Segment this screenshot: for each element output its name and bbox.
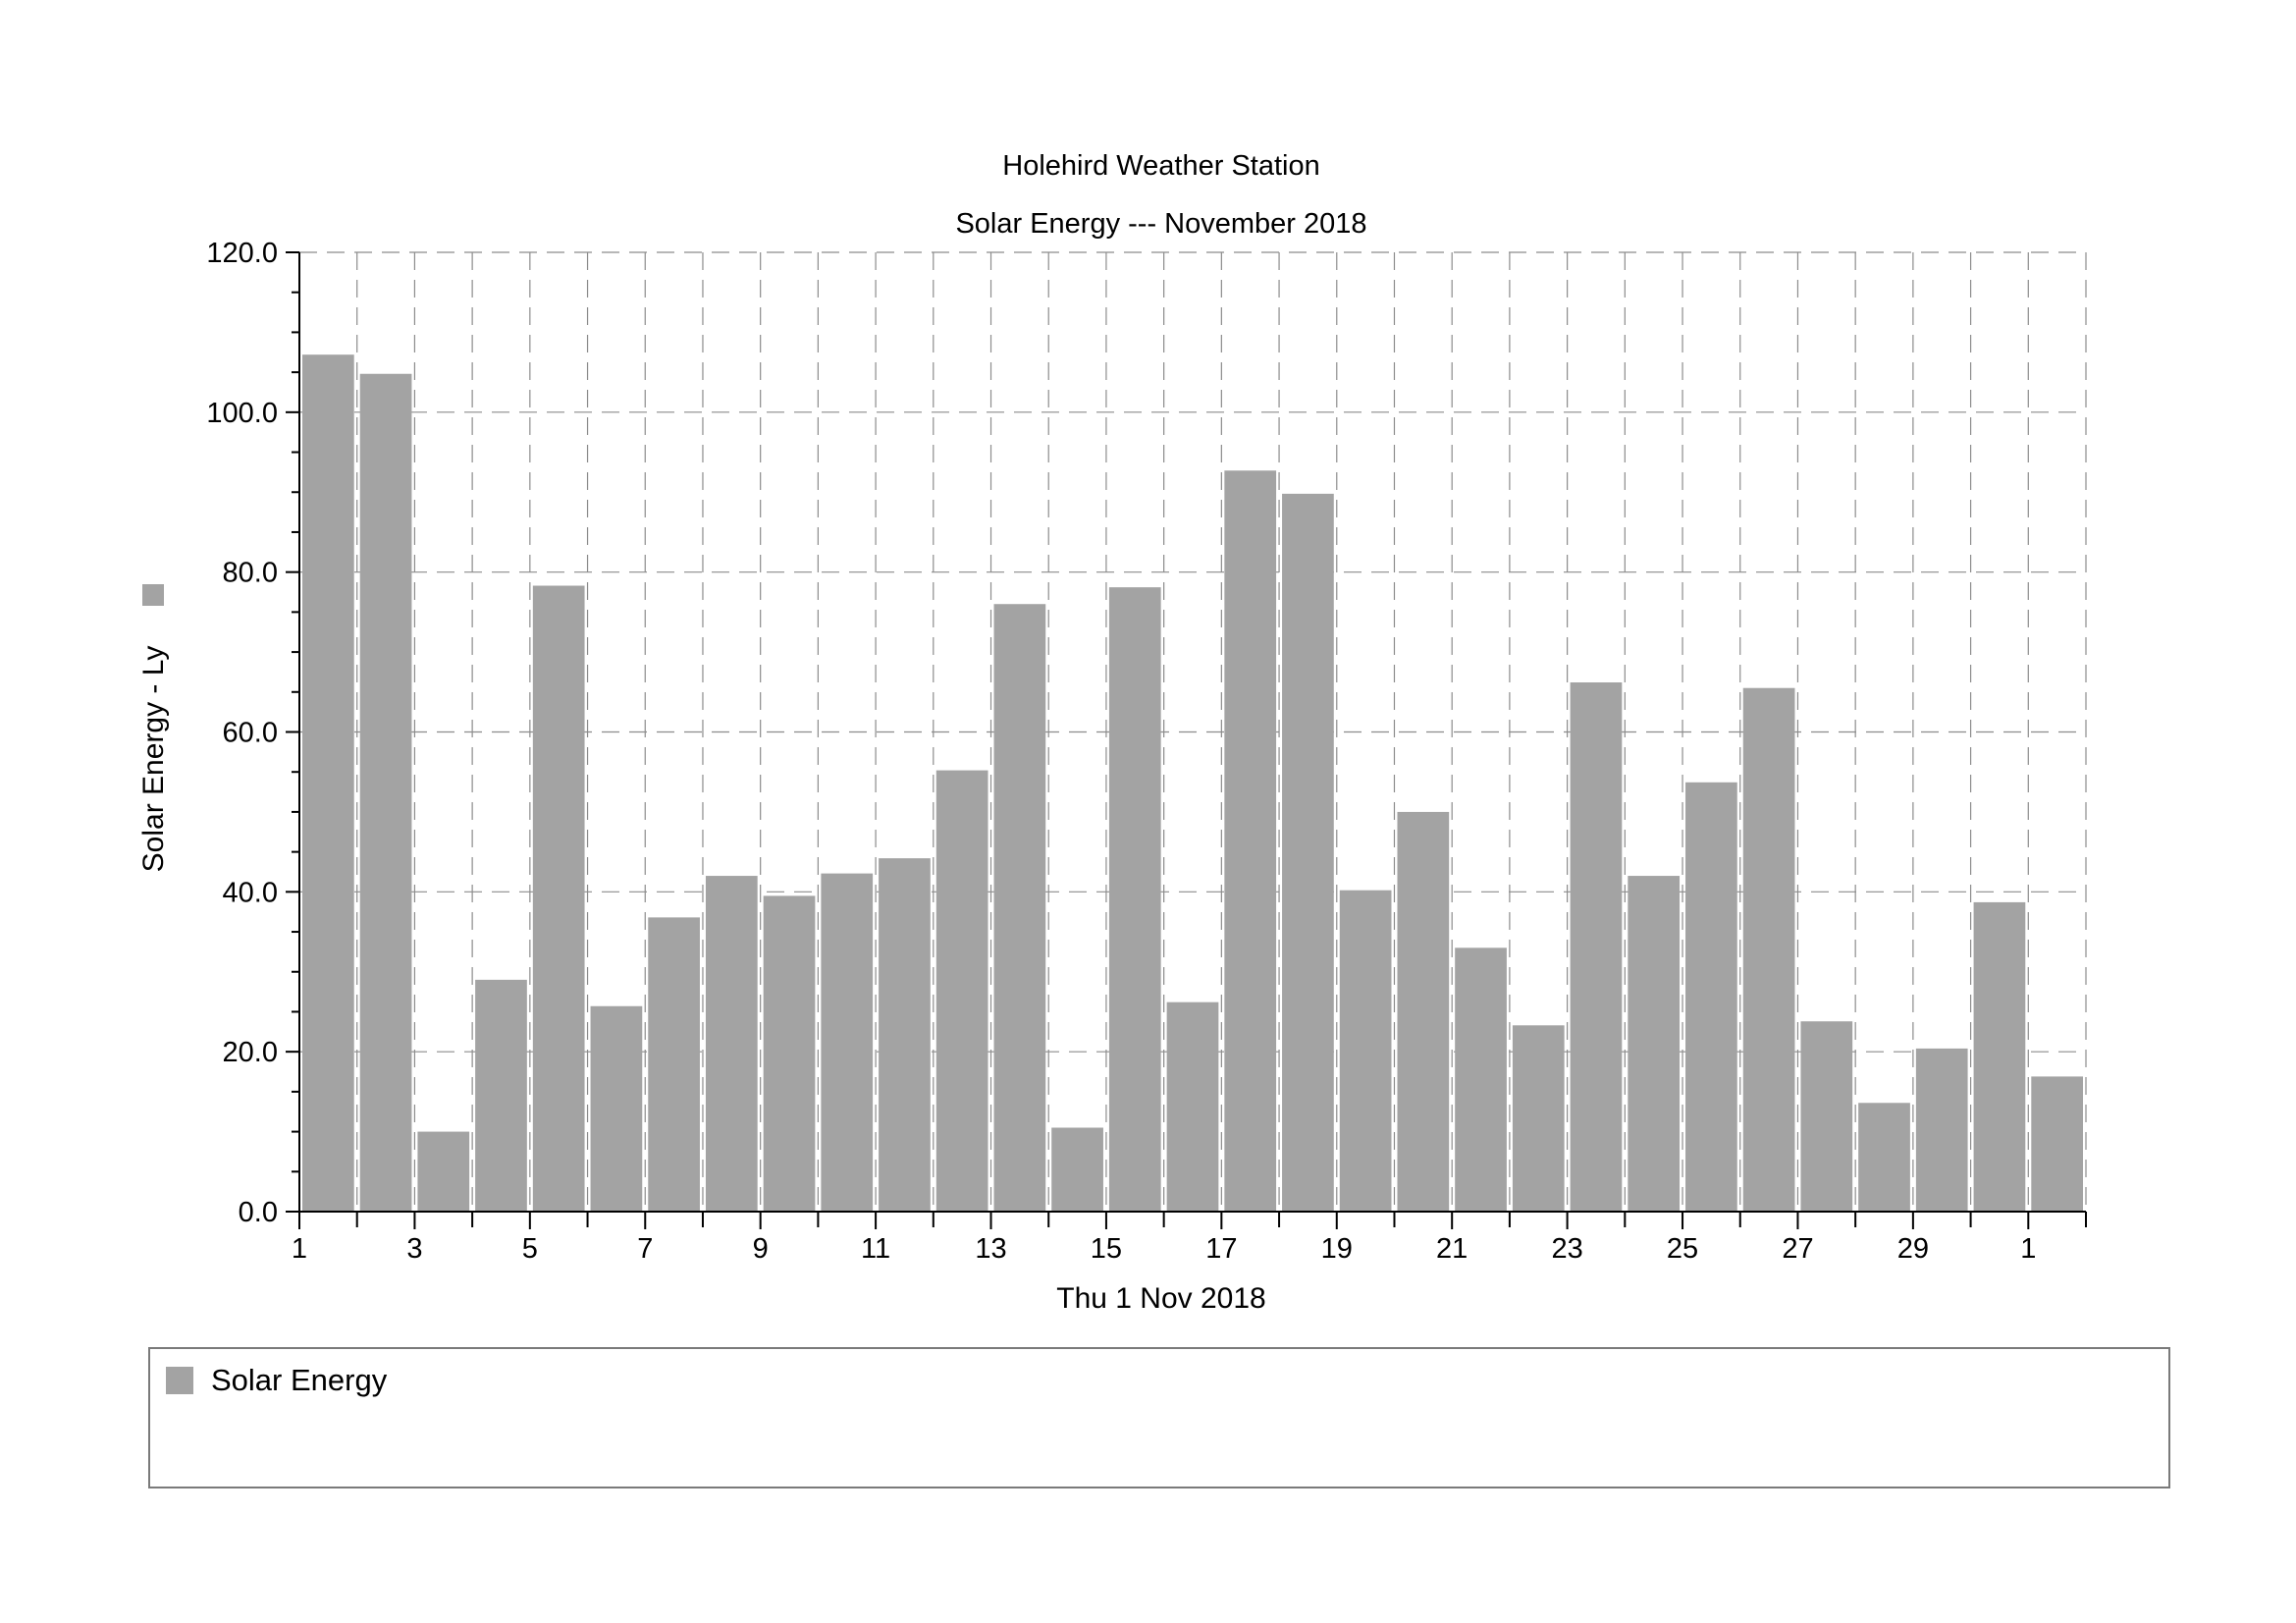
bar-day-4 — [475, 979, 527, 1212]
x-tick-label: 7 — [637, 1233, 653, 1265]
bar-day-26 — [1742, 687, 1795, 1212]
x-tick-label: 27 — [1782, 1233, 1813, 1265]
bar-day-2 — [359, 373, 412, 1213]
x-tick-label: 15 — [1091, 1233, 1122, 1265]
x-tick-label: 23 — [1551, 1233, 1582, 1265]
x-tick-label: 17 — [1205, 1233, 1237, 1265]
bar-day-28 — [1858, 1103, 1910, 1212]
y-tick-label: 40.0 — [223, 877, 278, 908]
y-tick-label: 80.0 — [223, 558, 278, 589]
bar-day-24 — [1628, 876, 1681, 1212]
x-tick-label: 29 — [1897, 1233, 1929, 1265]
y-tick-label: 20.0 — [223, 1037, 278, 1068]
x-tick-label: 19 — [1321, 1233, 1353, 1265]
chart-subtitle: Solar Energy --- November 2018 — [955, 208, 1366, 240]
x-tick-label: 11 — [861, 1233, 890, 1265]
bar-day-20 — [1397, 811, 1450, 1212]
bar-day-1 — [302, 354, 354, 1212]
y-axis-series-swatch — [142, 584, 164, 606]
bar-day-22 — [1512, 1025, 1565, 1212]
bar-day-30 — [1973, 901, 2026, 1212]
x-tick-label: 3 — [406, 1233, 422, 1265]
legend-item-solar-energy: Solar Energy — [166, 1363, 387, 1398]
bar-day-21 — [1455, 947, 1507, 1212]
y-tick-label: 60.0 — [223, 718, 278, 749]
y-tick-label: 120.0 — [206, 238, 278, 269]
bar-day-8 — [705, 876, 758, 1212]
legend-swatch — [166, 1367, 193, 1394]
bar-day-13 — [993, 604, 1046, 1212]
bar-day-3 — [417, 1131, 470, 1212]
bar-day-25 — [1685, 782, 1737, 1212]
x-tick-label: 13 — [975, 1233, 1006, 1265]
bar-day-27 — [1800, 1021, 1853, 1212]
bar-day-14 — [1051, 1127, 1103, 1212]
x-tick-label: 1 — [292, 1233, 307, 1265]
bar-day-11 — [879, 858, 931, 1212]
x-axis-ticks: 1 3 5 7 9 11 13 15 17 19 21 23 25 27 29 1 — [292, 1212, 2087, 1265]
x-tick-label: 5 — [522, 1233, 538, 1265]
x-tick-label: 21 — [1436, 1233, 1468, 1265]
bar-series — [302, 354, 2083, 1213]
y-tick-label: 100.0 — [206, 398, 278, 429]
bar-day-9 — [763, 895, 816, 1212]
bar-day-10 — [821, 873, 874, 1212]
y-axis-label: Solar Energy - Ly — [137, 646, 170, 873]
bar-day-31 — [2031, 1076, 2083, 1212]
y-tick-label: 0.0 — [239, 1197, 278, 1228]
y-axis-ticks: 0.0 20.0 40.0 60.0 80.0 100.0 120.0 — [206, 238, 299, 1228]
chart-title: Holehird Weather Station — [1002, 150, 1319, 182]
bar-day-17 — [1224, 470, 1277, 1213]
x-tick-label: 25 — [1667, 1233, 1698, 1265]
bar-day-6 — [590, 1005, 643, 1212]
bar-day-19 — [1339, 890, 1392, 1212]
bar-day-15 — [1108, 587, 1161, 1212]
bar-day-23 — [1570, 682, 1623, 1212]
bar-day-12 — [935, 770, 988, 1212]
bar-day-5 — [532, 585, 585, 1212]
bar-day-16 — [1166, 1001, 1219, 1212]
x-tick-label: 1 — [2020, 1233, 2036, 1265]
x-axis-label: Thu 1 Nov 2018 — [1056, 1282, 1265, 1315]
legend-label: Solar Energy — [211, 1363, 388, 1397]
x-tick-label: 9 — [753, 1233, 769, 1265]
bar-day-7 — [648, 917, 700, 1212]
bar-day-18 — [1282, 493, 1334, 1213]
bar-day-29 — [1915, 1048, 1968, 1212]
legend: Solar Energy — [148, 1347, 2170, 1488]
